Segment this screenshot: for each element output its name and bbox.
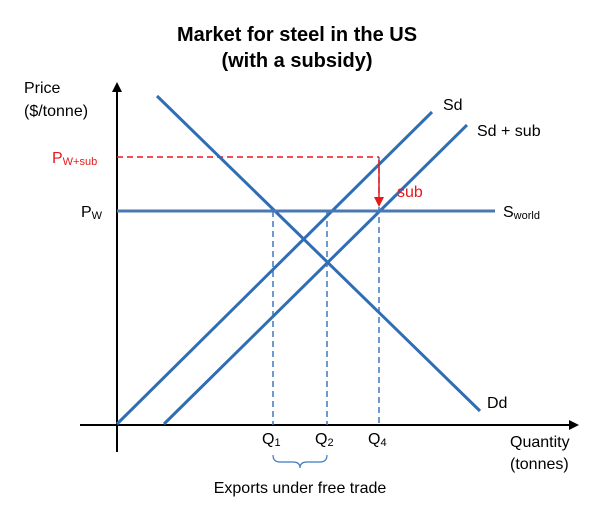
dd-label: Dd [487, 395, 507, 412]
sd-label: Sd [443, 97, 463, 114]
q1-label-main: Q [262, 431, 274, 448]
q4-label-main: Q [368, 431, 380, 448]
q4-label: Q4 [368, 431, 387, 449]
q2-label-main: Q [315, 431, 327, 448]
q4-label-subscript: 4 [380, 437, 386, 449]
pw-sub-label: PW+sub [52, 150, 97, 168]
q2-label-subscript: 2 [327, 437, 333, 449]
sworld-label: Sworld [503, 204, 540, 222]
supply-curve-sd-plus-sub [162, 123, 469, 426]
pw-label-subscript: W [92, 210, 103, 222]
q2-label: Q2 [315, 431, 334, 449]
exports-bracket [272, 454, 328, 469]
pw-label-main: P [81, 204, 92, 221]
q1-label-subscript: 1 [274, 437, 280, 449]
x-axis-label-line2: (tonnes) [510, 456, 569, 473]
exports-label: Exports under free trade [214, 480, 387, 497]
y-axis-label-line2: ($/tonne) [24, 103, 88, 120]
sworld-label-main: S [503, 204, 514, 221]
diagram-title-line2: (with a subsidy) [221, 50, 372, 72]
supply-curve-sd [115, 110, 434, 426]
x-axis-label-line1: Quantity [510, 434, 570, 451]
sd-plus-sub-label: Sd + sub [477, 123, 541, 140]
demand-curve-dd [155, 94, 482, 413]
q1-label: Q1 [262, 431, 281, 449]
pw-label: PW [81, 204, 103, 222]
diagram-title-line1: Market for steel in the US [177, 24, 417, 46]
pw-sub-label-main: P [52, 150, 63, 167]
y-axis-label-line1: Price [24, 80, 61, 97]
subsidy-label: sub [397, 184, 423, 201]
sworld-label-subscript: world [513, 210, 540, 222]
pw-sub-label-subscript: W+sub [63, 156, 98, 168]
